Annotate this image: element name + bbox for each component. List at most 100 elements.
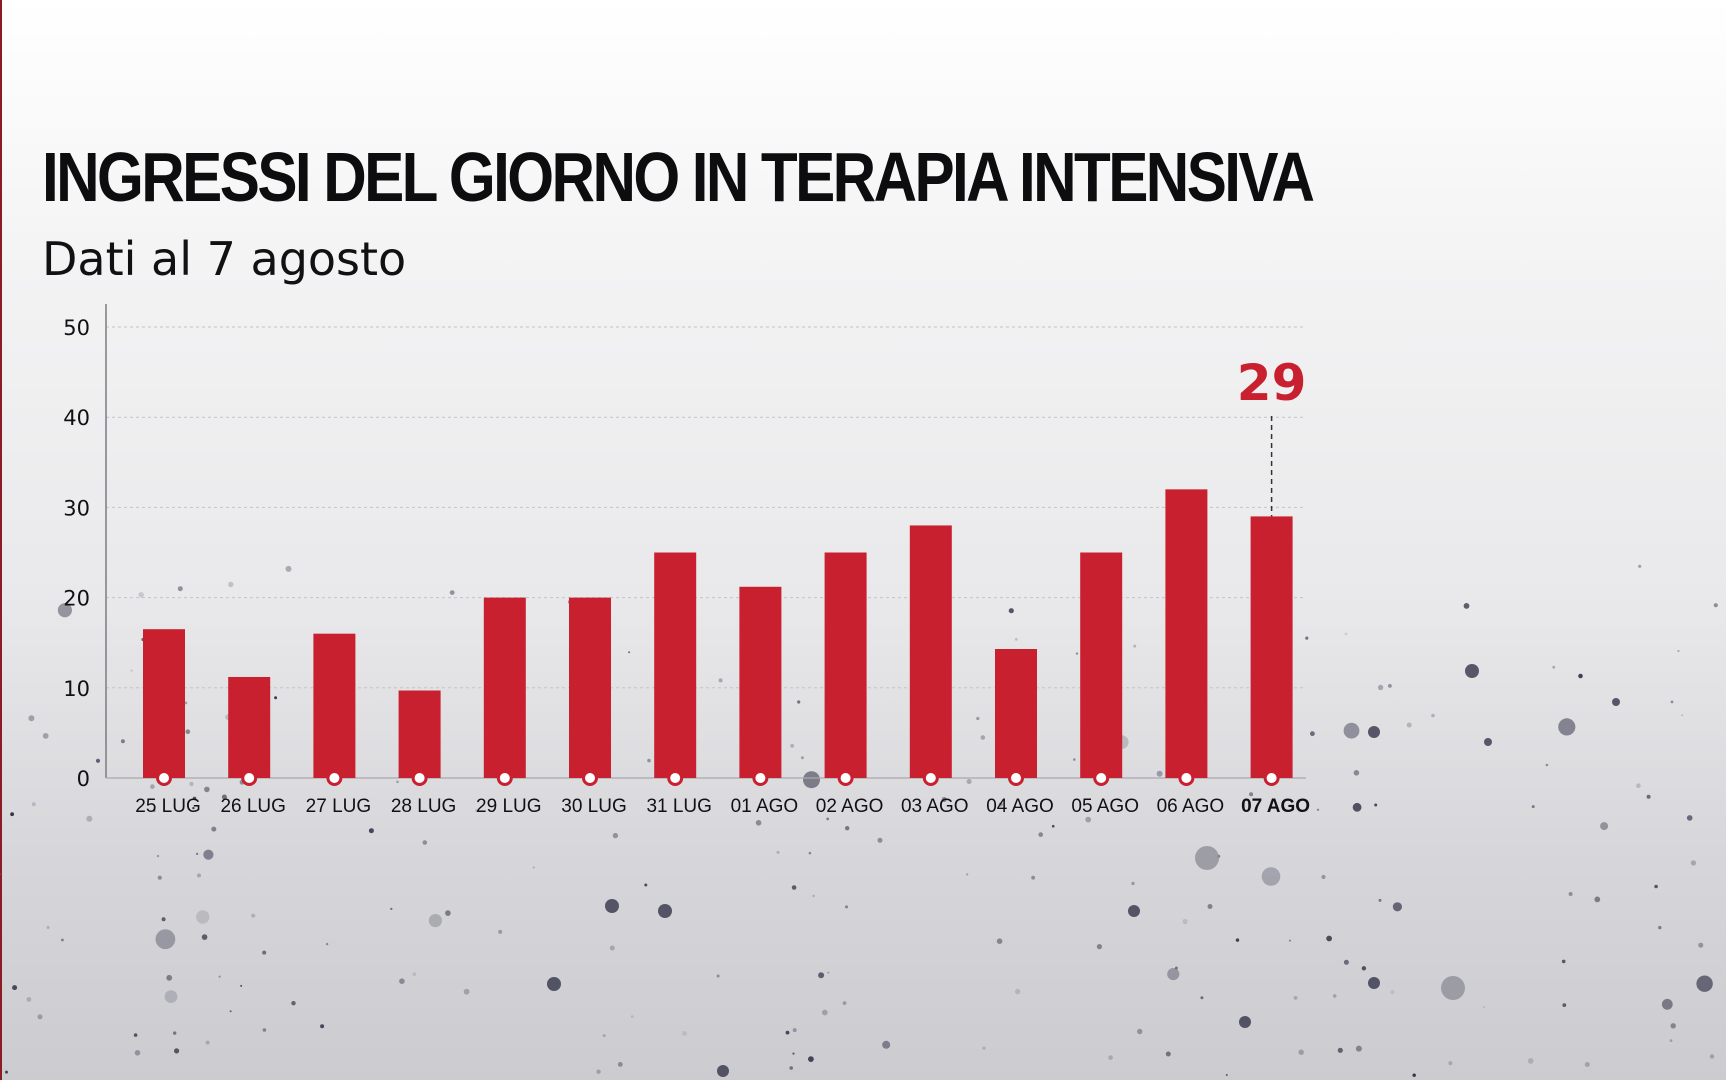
particle-dot <box>1343 959 1349 965</box>
bar-base-marker <box>667 770 684 786</box>
particle-dot <box>1249 792 1254 797</box>
particle-dot <box>120 739 125 744</box>
particle-dot <box>1638 564 1642 568</box>
y-tick-label: 10 <box>63 677 90 701</box>
particle-dot <box>612 832 619 839</box>
particle-dot <box>1361 966 1367 971</box>
particle-dot <box>982 1046 986 1050</box>
particle-dot <box>682 1031 687 1036</box>
particle-dot <box>1321 874 1326 880</box>
particle-dot <box>605 899 619 913</box>
particle-dot <box>185 729 191 734</box>
particle-dot <box>1225 1074 1228 1076</box>
particle-dot <box>1696 975 1713 992</box>
bar <box>1250 516 1293 778</box>
particle-dot <box>1326 935 1332 942</box>
x-tick-label: 31 LUG <box>646 796 711 817</box>
particle-dot <box>966 779 972 784</box>
particle-dot <box>1378 898 1382 902</box>
particle-dot <box>1562 1003 1567 1007</box>
particle-dot <box>42 733 49 739</box>
particle-dot <box>609 945 615 951</box>
particle-dot <box>95 758 101 763</box>
particle-dot <box>1310 731 1315 737</box>
particle-dot <box>1344 632 1348 636</box>
particle-dot <box>1392 902 1402 912</box>
particle-dot <box>192 796 197 801</box>
particle-dot <box>0 873 2 876</box>
particle-dot <box>1681 714 1684 717</box>
particle-dot <box>86 815 93 822</box>
particle-dot <box>152 809 156 812</box>
particle-dot <box>1527 1058 1534 1064</box>
particle-dot <box>428 914 442 928</box>
y-tick-label: 40 <box>63 406 90 430</box>
bar <box>824 552 867 778</box>
particle-dot <box>803 771 820 789</box>
bar <box>483 597 526 778</box>
particle-dot <box>445 910 451 916</box>
particle-dot <box>325 942 329 946</box>
particle-dot <box>1600 822 1609 831</box>
particle-dot <box>776 850 780 854</box>
particle-dot <box>602 1034 606 1038</box>
particle-dot <box>449 590 455 595</box>
particle-dot <box>1545 763 1549 767</box>
particle-dot <box>1713 603 1718 608</box>
particle-dot <box>800 756 804 760</box>
particle-dot <box>57 603 72 618</box>
x-tick-label: 26 LUG <box>220 796 285 817</box>
x-tick-label: 04 AGO <box>986 796 1054 817</box>
particle-dot <box>617 1062 623 1067</box>
particle-dot <box>1014 637 1018 641</box>
particle-dot <box>130 669 133 672</box>
particle-dot <box>1661 998 1673 1010</box>
particle-dot <box>966 873 969 876</box>
particle-dot <box>1343 722 1360 739</box>
particle-dot <box>320 1024 325 1029</box>
particle-dot <box>46 926 50 929</box>
particle-dot <box>166 974 173 981</box>
particle-dot <box>630 1015 634 1018</box>
particle-dot <box>1686 815 1693 821</box>
particle-dot <box>792 1052 795 1055</box>
particle-dot <box>5 1070 8 1074</box>
particle-dot <box>882 1040 891 1049</box>
particle-dot <box>755 820 762 826</box>
particle-dot <box>1337 1047 1343 1053</box>
particle-dot <box>596 1069 601 1074</box>
particle-dot <box>1578 673 1583 679</box>
particle-dot <box>31 802 36 807</box>
particle-dot <box>718 678 723 683</box>
particle-dot <box>1182 918 1188 925</box>
x-tick-label: 05 AGO <box>1071 796 1139 817</box>
particle-dot <box>1235 938 1240 942</box>
particle-dot <box>228 581 234 588</box>
particle-dot <box>1316 808 1320 811</box>
particle-dot <box>138 592 144 598</box>
particle-dot <box>229 1010 232 1013</box>
particle-dot <box>390 907 393 911</box>
particle-dot <box>1465 664 1479 678</box>
particle-dot <box>1156 770 1163 777</box>
particle-dot <box>161 917 166 922</box>
particle-dot <box>547 977 561 991</box>
particle-dot <box>157 875 162 880</box>
particle-dot <box>1670 700 1674 704</box>
particle-dot <box>1377 684 1384 691</box>
particle-dot <box>498 929 503 934</box>
particle-dot <box>1568 892 1573 896</box>
particle-dot <box>1195 846 1219 870</box>
particle-dot <box>197 873 201 878</box>
particle-dot <box>133 1033 138 1037</box>
bar-base-marker <box>241 770 258 786</box>
particle-dot <box>812 894 815 898</box>
left-edge-stripe <box>0 0 2 1080</box>
highlight-value-label: 29 <box>1237 354 1307 412</box>
x-tick-label: 07 AGO <box>1241 796 1310 817</box>
particle-dot <box>1368 977 1380 989</box>
particle-dot <box>827 971 830 974</box>
x-tick-label: 03 AGO <box>901 796 969 817</box>
particle-dot <box>1388 684 1392 688</box>
